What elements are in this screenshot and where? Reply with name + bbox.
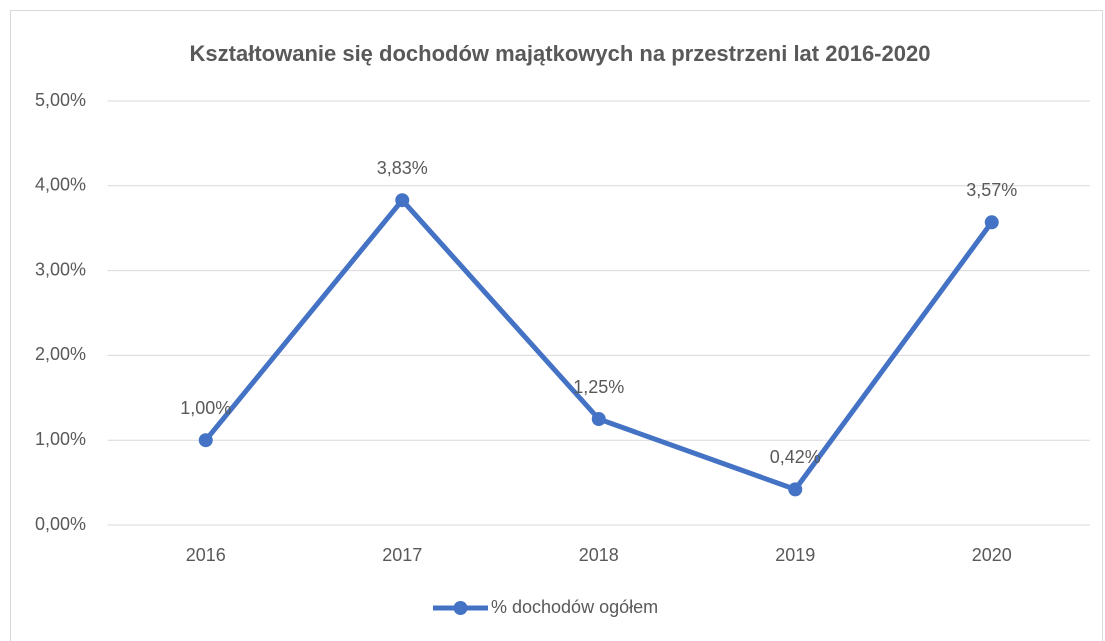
point-marker bbox=[198, 433, 213, 448]
y-tick-label: 3,00% bbox=[35, 259, 86, 279]
chart-border bbox=[10, 10, 1103, 641]
data-label: 1,25% bbox=[573, 377, 624, 397]
data-label: 0,42% bbox=[770, 447, 821, 467]
point-marker bbox=[788, 482, 803, 497]
y-tick-label: 5,00% bbox=[35, 90, 86, 110]
point-marker bbox=[395, 193, 410, 208]
y-tick-label: 1,00% bbox=[35, 429, 86, 449]
legend-marker bbox=[453, 601, 468, 615]
data-label: 3,83% bbox=[377, 158, 428, 178]
chart-title: Kształtowanie się dochodów majątkowych n… bbox=[190, 41, 931, 66]
x-tick-label: 2016 bbox=[186, 545, 226, 565]
y-tick-label: 4,00% bbox=[35, 175, 86, 195]
x-tick-label: 2017 bbox=[382, 545, 422, 565]
y-tick-label: 2,00% bbox=[35, 344, 86, 364]
point-marker bbox=[591, 412, 606, 426]
x-tick-label: 2019 bbox=[775, 545, 815, 565]
data-label: 1,00% bbox=[180, 398, 231, 418]
data-label: 3,57% bbox=[966, 180, 1017, 200]
y-tick-label: 0,00% bbox=[35, 514, 86, 534]
point-marker bbox=[984, 215, 999, 230]
x-tick-label: 2018 bbox=[579, 545, 619, 565]
x-tick-label: 2020 bbox=[972, 545, 1012, 565]
legend-label: % dochodów ogółem bbox=[491, 597, 658, 617]
